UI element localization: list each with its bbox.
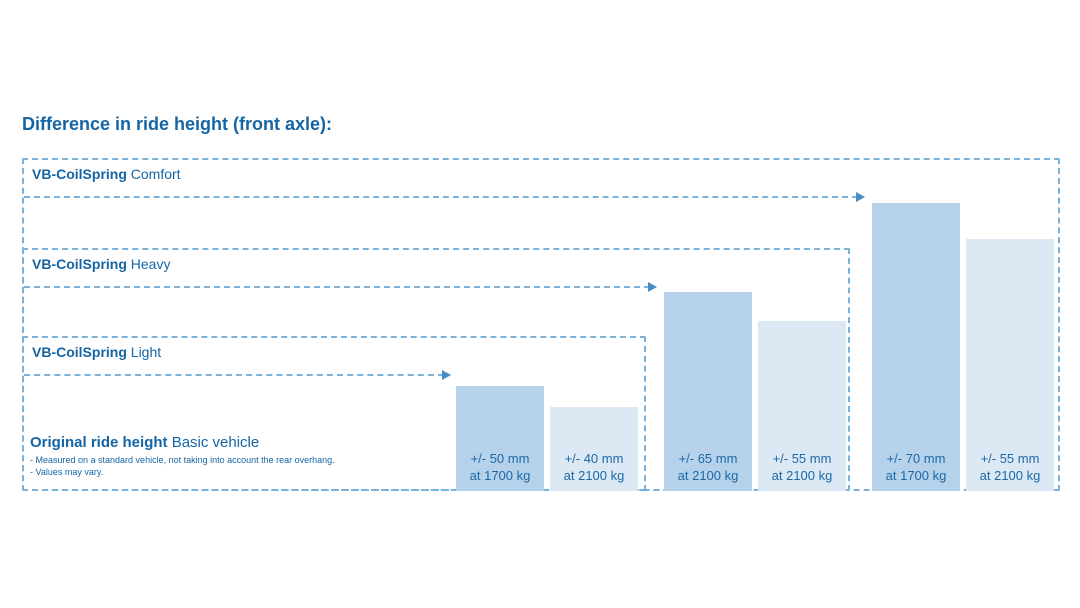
light-group-bar-label-0: +/- 50 mmat 1700 kg — [456, 451, 544, 485]
legend-label-heavy: VB-CoilSpring Heavy — [32, 256, 170, 272]
original-subtext: - Measured on a standard vehicle, not ta… — [30, 454, 450, 478]
heavy-group-bar-label-1: +/- 55 mmat 2100 kg — [758, 451, 846, 485]
original-title: Original ride height Basic vehicle — [30, 434, 450, 451]
legend-arrowhead-heavy — [648, 282, 657, 292]
legend-label-light: VB-CoilSpring Light — [32, 344, 161, 360]
legend-label-comfort: VB-CoilSpring Comfort — [32, 166, 181, 182]
legend-arrow-light — [24, 374, 444, 376]
comfort-group-bar-label-1: +/- 55 mmat 2100 kg — [966, 451, 1054, 485]
legend-arrowhead-light — [442, 370, 451, 380]
legend-arrow-comfort — [24, 196, 858, 198]
comfort-group-bar-0 — [872, 203, 960, 491]
legend-arrow-heavy — [24, 286, 650, 288]
heavy-group-bar-label-0: +/- 65 mmat 2100 kg — [664, 451, 752, 485]
light-group-bar-label-1: +/- 40 mmat 2100 kg — [550, 451, 638, 485]
legend-arrowhead-comfort — [856, 192, 865, 202]
original-ride-height-block: Original ride height Basic vehicle - Mea… — [30, 434, 450, 478]
chart-title: Difference in ride height (front axle): — [22, 114, 332, 135]
comfort-group-bar-label-0: +/- 70 mmat 1700 kg — [872, 451, 960, 485]
